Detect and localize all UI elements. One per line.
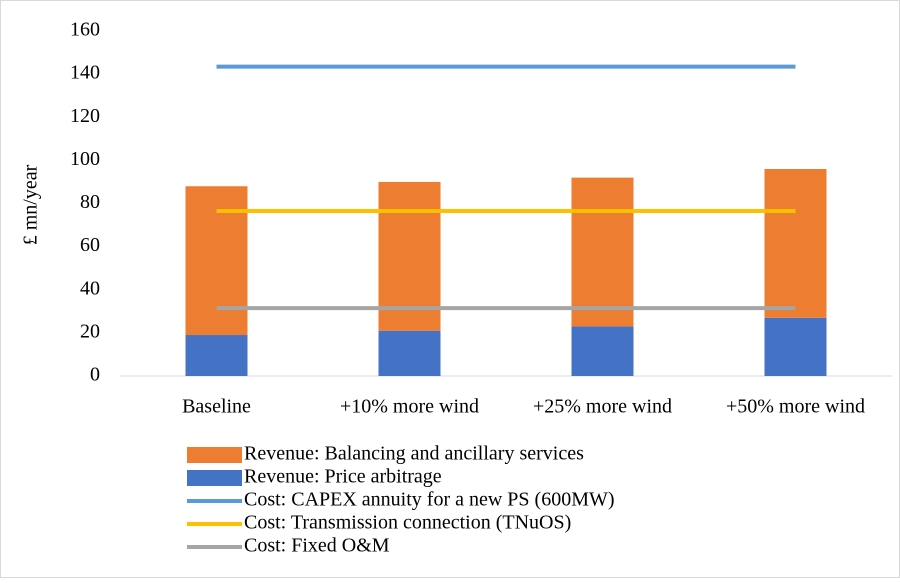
bar [571, 326, 634, 376]
x-tick-label: +25% more wind [533, 396, 672, 418]
bar [764, 317, 827, 376]
legend-label: Revenue: Price arbitrage [244, 466, 442, 488]
bar [378, 181, 441, 331]
legend-label: Cost: Transmission connection (TNuOS) [244, 512, 571, 534]
legend-swatch [187, 470, 242, 486]
y-axis-label: £ mn/year [20, 164, 42, 245]
y-tick-label: 60 [80, 234, 100, 256]
y-tick-label: 100 [70, 148, 100, 170]
bar [571, 177, 634, 327]
bar [378, 330, 441, 376]
y-tick-label: 80 [80, 191, 100, 213]
bar [185, 335, 248, 376]
x-tick-label: +10% more wind [340, 396, 479, 418]
x-tick-label: Baseline [182, 396, 251, 418]
y-tick-label: 20 [80, 320, 100, 342]
legend-label: Revenue: Balancing and ancillary service… [244, 443, 584, 465]
legend-label: Cost: CAPEX annuity for a new PS (600MW) [244, 489, 615, 511]
bar [764, 169, 827, 318]
x-tick-label: +50% more wind [726, 396, 865, 418]
legend-label: Cost: Fixed O&M [244, 535, 390, 557]
bar [185, 186, 248, 336]
y-tick-label: 120 [70, 105, 100, 127]
y-tick-label: 0 [90, 364, 100, 386]
y-tick-label: 140 [70, 62, 100, 84]
y-tick-label: 160 [70, 19, 100, 41]
legend-swatch [187, 447, 242, 463]
y-tick-label: 40 [80, 277, 100, 299]
